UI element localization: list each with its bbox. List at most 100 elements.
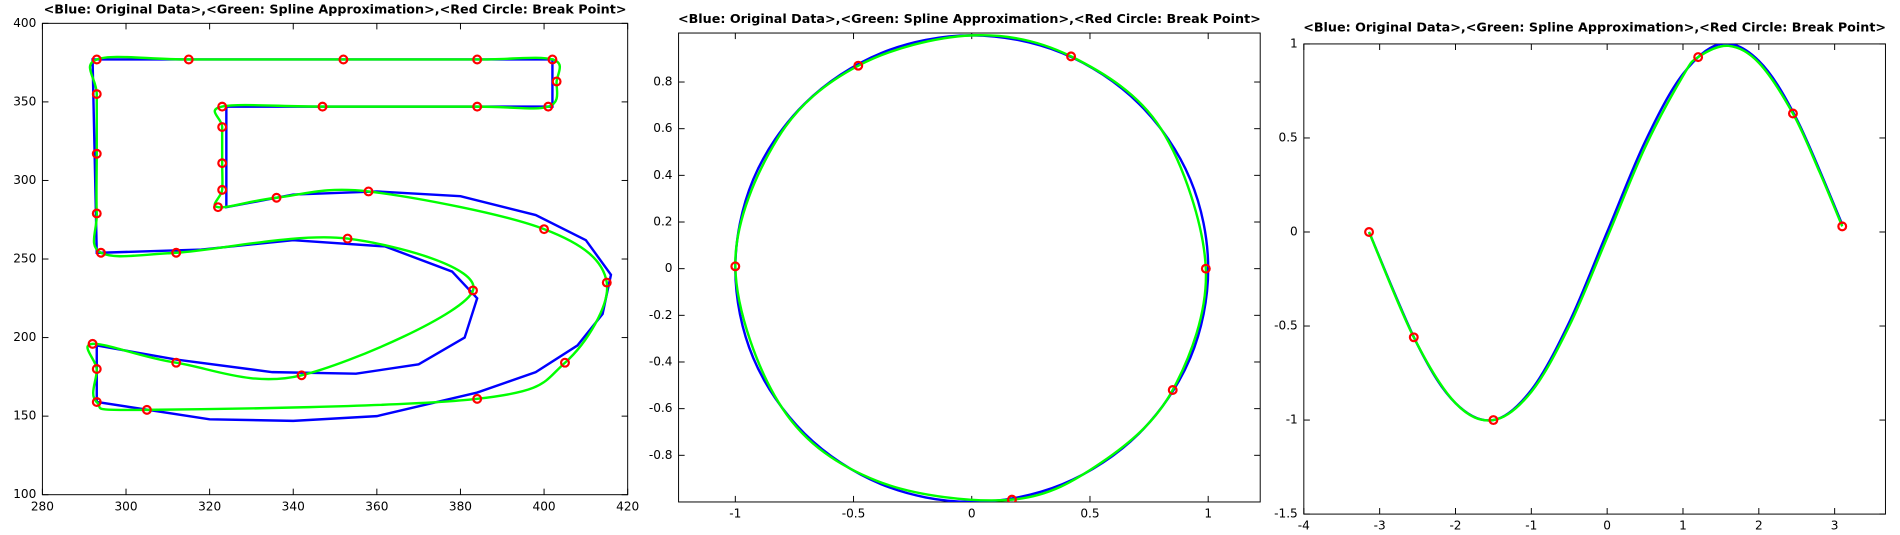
- break-point: [543, 101, 554, 112]
- x-tick-label: 0: [968, 507, 976, 521]
- x-tick-label: 2: [1755, 519, 1763, 533]
- x-tick-label: 300: [114, 499, 137, 513]
- subplot: <Blue: Original Data>,<Green: Spline App…: [1274, 20, 1886, 533]
- y-tick-label: 0: [665, 261, 673, 275]
- break-point: [1787, 108, 1798, 119]
- break-point: [472, 54, 483, 65]
- y-tick-label: 0.2: [653, 215, 672, 229]
- break-point: [217, 184, 228, 195]
- plot-area: [41, 22, 629, 496]
- break-point: [317, 101, 328, 112]
- chart-title: <Blue: Original Data>,<Green: Spline App…: [44, 2, 627, 17]
- plot-layer: [730, 33, 1211, 502]
- y-tick-label: -1.5: [1274, 507, 1298, 521]
- plot-layer: [86, 54, 613, 423]
- break-point: [1837, 221, 1848, 232]
- break-point: [1693, 52, 1704, 63]
- y-tick-label: -0.4: [649, 354, 673, 368]
- plot-layer: [1364, 43, 1848, 426]
- break-point: [217, 122, 228, 133]
- break-point: [217, 101, 228, 112]
- y-tick-label: 0.8: [653, 75, 672, 89]
- break-point: [91, 208, 102, 219]
- subplot: <Blue: Original Data>,<Green: Spline App…: [13, 2, 639, 514]
- y-tick-label: -0.6: [649, 401, 673, 415]
- x-tick-label: -4: [1298, 519, 1310, 533]
- y-tick-label: 100: [13, 487, 36, 501]
- x-tick-label: 1: [1204, 507, 1212, 521]
- subplot: <Blue: Original Data>,<Green: Spline App…: [649, 11, 1261, 520]
- series-line: [86, 55, 609, 412]
- break-point: [338, 54, 349, 65]
- break-point: [363, 186, 374, 197]
- y-tick-label: -1: [1286, 413, 1298, 427]
- x-tick-label: 320: [198, 499, 221, 513]
- series-line: [91, 58, 613, 423]
- y-tick-label: -0.2: [649, 308, 673, 322]
- break-point: [91, 54, 102, 65]
- x-tick-label: -1: [1525, 519, 1537, 533]
- break-point: [91, 364, 102, 374]
- break-point: [551, 76, 562, 87]
- y-tick-label: 0: [1290, 224, 1298, 238]
- break-point: [171, 357, 182, 368]
- x-tick-label: -1: [729, 507, 741, 521]
- x-tick-label: 3: [1831, 519, 1839, 533]
- break-point: [1200, 263, 1211, 274]
- break-point: [296, 370, 307, 381]
- break-point: [1364, 227, 1375, 237]
- break-point: [91, 397, 102, 407]
- x-tick-label: -3: [1374, 519, 1386, 533]
- y-tick-label: 1: [1290, 36, 1298, 50]
- break-point: [560, 357, 570, 368]
- y-tick-label: 350: [13, 94, 36, 108]
- break-point: [213, 202, 223, 213]
- break-point: [342, 233, 353, 244]
- break-point: [183, 54, 194, 65]
- series-line: [1367, 44, 1844, 422]
- break-point: [1066, 51, 1077, 62]
- x-tick-label: 360: [365, 499, 388, 513]
- break-point: [1408, 332, 1419, 343]
- break-point: [271, 192, 282, 203]
- break-point: [1488, 415, 1499, 426]
- break-point: [91, 148, 102, 159]
- break-point: [468, 285, 478, 296]
- y-tick-label: 250: [13, 252, 36, 266]
- break-point: [1006, 494, 1017, 502]
- y-tick-label: 0.6: [653, 121, 672, 135]
- y-tick-label: 0.4: [653, 168, 673, 182]
- break-point: [547, 54, 558, 65]
- series-line: [734, 33, 1208, 502]
- x-tick-label: 380: [449, 499, 472, 513]
- chart-title: <Blue: Original Data>,<Green: Spline App…: [678, 11, 1261, 26]
- break-point: [141, 404, 152, 415]
- x-tick-label: 340: [282, 499, 305, 513]
- x-tick-label: 1: [1679, 519, 1687, 533]
- chart-title: <Blue: Original Data>,<Green: Spline App…: [1303, 20, 1886, 35]
- x-tick-label: -0.5: [842, 507, 866, 521]
- break-point: [217, 158, 228, 169]
- plot-area: [1303, 43, 1886, 515]
- y-tick-label: 150: [13, 409, 36, 423]
- break-point: [472, 393, 483, 404]
- y-tick-label: 300: [13, 173, 36, 187]
- y-tick-label: 400: [13, 16, 36, 30]
- y-tick-label: 200: [13, 330, 36, 344]
- y-tick-label: 0.5: [1279, 130, 1298, 144]
- break-point: [91, 89, 102, 100]
- break-point: [95, 247, 106, 258]
- break-point: [601, 277, 612, 288]
- break-point: [730, 261, 741, 272]
- break-point: [472, 101, 483, 112]
- break-point: [87, 338, 98, 349]
- y-tick-label: -0.5: [1274, 319, 1298, 333]
- break-point: [171, 247, 182, 258]
- break-point: [1167, 385, 1178, 395]
- x-tick-label: 0.5: [1080, 507, 1099, 521]
- x-tick-label: 280: [31, 499, 54, 513]
- break-point: [539, 224, 550, 235]
- break-point: [853, 60, 864, 71]
